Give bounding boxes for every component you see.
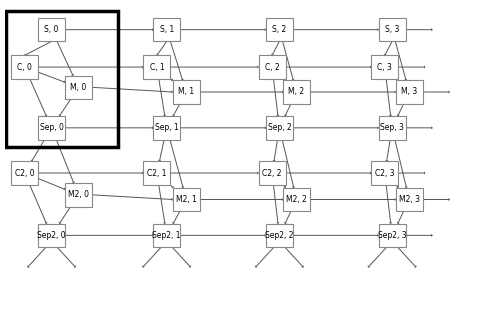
- Text: C2, 1: C2, 1: [147, 169, 167, 177]
- FancyBboxPatch shape: [283, 80, 310, 104]
- FancyBboxPatch shape: [266, 116, 293, 140]
- FancyBboxPatch shape: [173, 188, 200, 211]
- FancyBboxPatch shape: [11, 161, 38, 185]
- Text: Sep2, 2: Sep2, 2: [265, 231, 294, 240]
- FancyBboxPatch shape: [38, 116, 65, 140]
- Text: C, 1: C, 1: [150, 63, 164, 72]
- Text: Sep, 3: Sep, 3: [380, 123, 404, 132]
- FancyBboxPatch shape: [378, 18, 406, 41]
- FancyBboxPatch shape: [153, 116, 180, 140]
- FancyBboxPatch shape: [144, 161, 171, 185]
- FancyBboxPatch shape: [173, 80, 200, 104]
- Text: C2, 2: C2, 2: [262, 169, 282, 177]
- Text: M2, 1: M2, 1: [176, 195, 197, 204]
- Text: Sep, 2: Sep, 2: [268, 123, 291, 132]
- FancyBboxPatch shape: [258, 55, 285, 79]
- Text: C, 3: C, 3: [378, 63, 392, 72]
- Text: M2, 2: M2, 2: [286, 195, 307, 204]
- FancyBboxPatch shape: [153, 18, 180, 41]
- FancyBboxPatch shape: [372, 161, 398, 185]
- Text: M, 1: M, 1: [178, 87, 194, 96]
- Text: C2, 3: C2, 3: [375, 169, 394, 177]
- Text: M, 3: M, 3: [401, 87, 417, 96]
- FancyBboxPatch shape: [11, 55, 38, 79]
- Text: M2, 3: M2, 3: [399, 195, 420, 204]
- FancyBboxPatch shape: [283, 188, 310, 211]
- FancyBboxPatch shape: [396, 80, 422, 104]
- Text: Sep, 1: Sep, 1: [155, 123, 178, 132]
- FancyBboxPatch shape: [258, 161, 285, 185]
- FancyBboxPatch shape: [38, 18, 65, 41]
- Text: S, 2: S, 2: [272, 25, 286, 34]
- FancyBboxPatch shape: [38, 224, 65, 247]
- Text: M, 0: M, 0: [70, 83, 86, 92]
- Text: Sep2, 0: Sep2, 0: [37, 231, 66, 240]
- FancyBboxPatch shape: [266, 18, 293, 41]
- Text: S, 1: S, 1: [160, 25, 174, 34]
- Text: S, 0: S, 0: [44, 25, 59, 34]
- FancyBboxPatch shape: [378, 116, 406, 140]
- FancyBboxPatch shape: [372, 55, 398, 79]
- Text: S, 3: S, 3: [385, 25, 400, 34]
- FancyBboxPatch shape: [378, 224, 406, 247]
- Text: Sep, 0: Sep, 0: [40, 123, 64, 132]
- Text: Sep2, 3: Sep2, 3: [378, 231, 406, 240]
- Text: M, 2: M, 2: [288, 87, 304, 96]
- FancyBboxPatch shape: [65, 183, 92, 206]
- FancyBboxPatch shape: [396, 188, 422, 211]
- FancyBboxPatch shape: [266, 224, 293, 247]
- FancyBboxPatch shape: [65, 76, 92, 99]
- FancyBboxPatch shape: [153, 224, 180, 247]
- Text: C, 0: C, 0: [17, 63, 32, 72]
- Text: C2, 0: C2, 0: [15, 169, 34, 177]
- Text: C, 2: C, 2: [264, 63, 280, 72]
- FancyBboxPatch shape: [144, 55, 171, 79]
- Text: Sep2, 1: Sep2, 1: [152, 231, 181, 240]
- Text: M2, 0: M2, 0: [68, 190, 89, 199]
